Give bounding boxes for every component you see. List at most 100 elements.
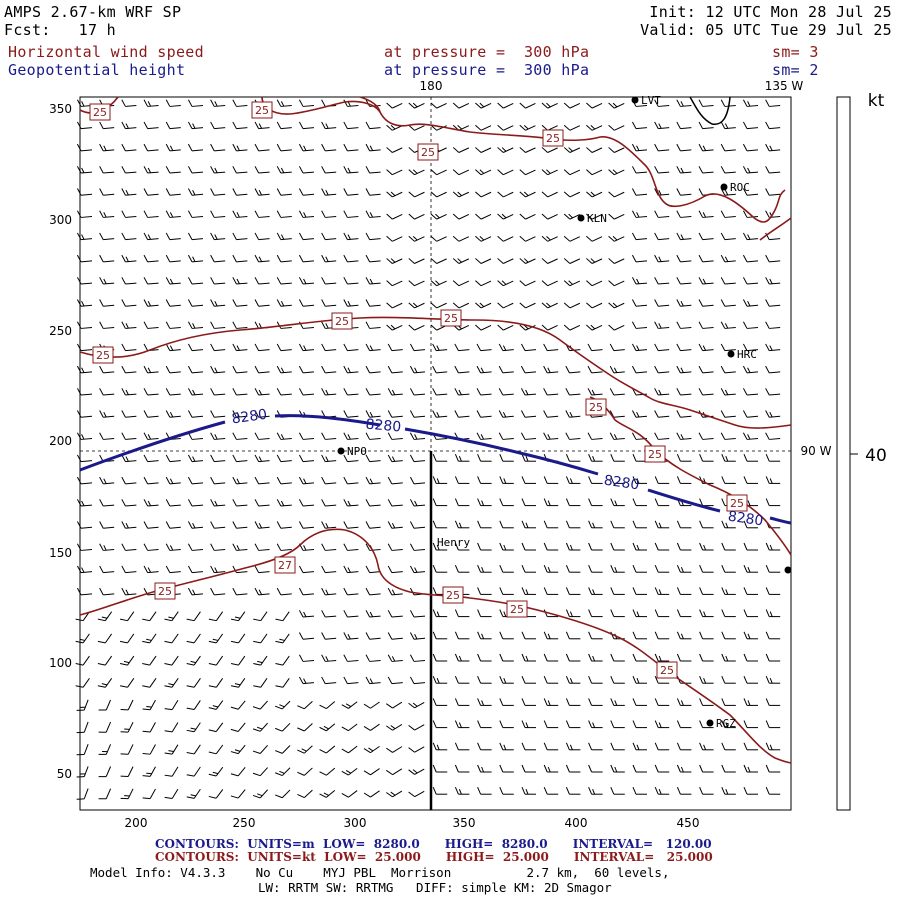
wind-barb [76,232,93,241]
wind-barb [343,232,359,241]
wind-barb [765,565,781,573]
wind-barb [76,277,93,285]
wind-barb [210,543,226,551]
wind-barb [521,476,536,484]
wind-barb [454,476,470,484]
wind-contour-label-box [417,143,439,161]
wind-barb [720,254,736,263]
wind-barb [676,720,692,729]
wind-barb [519,124,536,131]
wind-barb [430,280,447,287]
wind-contour-label-box [89,103,111,121]
wind-barb [541,324,558,331]
wind-barb [498,410,514,418]
wind-barb [97,633,113,644]
stations: LVT ROC KLN HRC NPO Henry RGZ [337,94,792,730]
wind-barb [654,388,670,396]
wind-barb [654,787,670,795]
wind-barb [210,521,226,529]
wind-barb [765,99,781,107]
wind-barb [186,766,201,777]
wind-barb [765,498,781,507]
x-tick-label: 450 [677,816,700,830]
wind-barb [475,302,492,309]
wind-barb [143,432,159,440]
wind-barb [98,788,112,800]
wind-barb [121,121,137,130]
wind-barb [519,169,536,176]
wind-barb [698,210,714,218]
wind-barb [142,699,156,711]
wind-barb [387,610,403,618]
wind-barb [720,232,736,241]
wind-barb [563,124,581,131]
wind-barb [676,653,692,662]
wind-barb [587,388,603,396]
wind-barb [387,365,403,374]
wind-barb [276,543,292,551]
wind-barb [588,764,603,773]
wind-barb [743,787,758,795]
wind-barb [298,343,315,352]
wind-barb [232,299,248,307]
wind-barb [298,632,315,640]
wind-barb [343,343,359,352]
wind-barb [365,410,381,418]
wind-barb [165,365,181,374]
wind-barb [210,454,226,463]
wind-barb [699,565,714,573]
wind-barb [698,143,714,152]
wind-barb [232,166,248,174]
wind-barb [565,609,581,618]
wind-barb [210,166,226,174]
wind-barb [254,543,270,551]
wind-barb [208,722,224,733]
x-tick-label: 300 [344,816,367,830]
wind-barb [408,235,425,242]
wind-barb [765,698,781,706]
wind-barb [386,191,403,198]
wind-barb [409,365,426,374]
wind-barb [76,166,93,174]
station-marker [577,214,585,222]
wind-barb [232,143,248,152]
wind-barb [386,280,403,287]
wind-barb [143,254,159,263]
wind-speed-contours [79,96,792,764]
wind-barb [588,698,603,706]
wind-barb [165,166,181,174]
wind-barb [477,542,492,551]
wind-barb [186,744,201,755]
wind-barb [609,365,625,374]
wind-barb [742,365,759,374]
wind-barb [120,766,134,777]
wind-contour-label: 25 [446,589,460,602]
wind-barb [363,745,380,754]
wind-contour-label: 27 [278,559,292,572]
wind-barb [121,499,137,507]
wind-barb [409,676,426,685]
wind-barb [121,365,137,374]
wind-barb [721,787,736,795]
wind-barb [187,343,204,352]
wind-barb [297,789,313,799]
wind-barb [676,698,692,706]
wind-barb [432,676,448,684]
wind-barb [720,343,736,352]
wind-barb [120,699,134,711]
wind-barb [143,166,159,174]
wind-barb [99,499,115,507]
wind-barb [321,188,337,196]
wind-barb [276,499,292,507]
wind-barb [432,698,448,706]
wind-barb [521,787,536,795]
wind-barb [210,299,226,307]
wind-barb [543,410,559,418]
wind-barb [98,699,112,711]
wind-barb [409,432,426,440]
wind-barb [276,454,292,463]
wind-barb [409,632,426,640]
wind-barb [632,720,647,729]
wind-barb [343,410,359,418]
wind-barb [520,432,537,440]
